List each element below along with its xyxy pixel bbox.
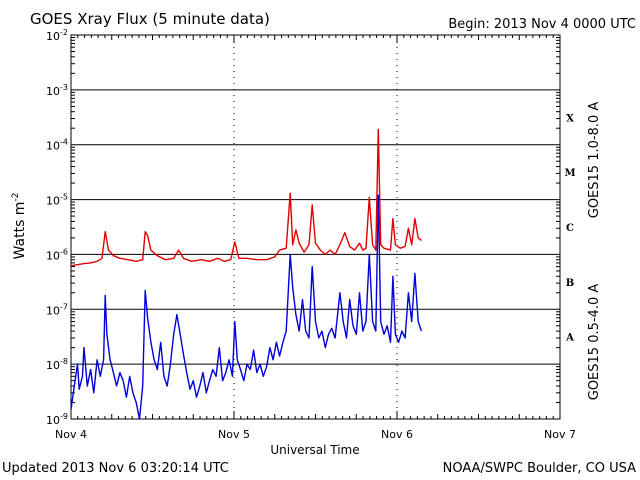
- flare-class-labels: A B C M X: [564, 113, 575, 343]
- flare-class-m: M: [564, 168, 575, 179]
- updated-timestamp: Updated 2013 Nov 6 03:20:14 UTC: [2, 461, 229, 476]
- series-lines: [70, 128, 423, 420]
- begin-date: Begin: 2013 Nov 4 0000 UTC: [448, 17, 636, 32]
- y-tick-label: 10-3: [46, 83, 68, 98]
- flare-class-b: B: [566, 278, 574, 289]
- y-tick-label: 10-2: [46, 28, 68, 43]
- legend-long-channel: GOES15 1.0-8.0 A: [587, 102, 602, 219]
- grid-lines: [71, 37, 560, 403]
- flare-class-a: A: [565, 333, 574, 344]
- x-tick-label: Nov 5: [218, 428, 250, 441]
- source-credit: NOAA/SWPC Boulder, CO USA: [443, 461, 636, 476]
- y-tick-label: 10-5: [46, 193, 68, 208]
- x-minor-ticks: [70, 35, 561, 419]
- y-tick-label: 10-7: [46, 302, 68, 317]
- series-line-short: [70, 194, 423, 420]
- flare-class-x: X: [566, 113, 574, 124]
- series-line-long: [70, 128, 422, 267]
- flare-class-c: C: [566, 223, 574, 234]
- y-tick-label: 10-9: [46, 412, 68, 427]
- y-tick-label: 10-6: [46, 247, 68, 262]
- y-tick-labels: 10-9 10-8 10-7 10-6 10-5 10-4 10-3 10-2: [46, 28, 68, 427]
- x-tick-labels: Nov 4 Nov 5 Nov 6 Nov 7: [55, 428, 576, 441]
- y-axis-title: Watts m-2: [11, 193, 28, 260]
- plot-frame: [70, 34, 561, 420]
- chart-title: GOES Xray Flux (5 minute data): [30, 10, 270, 28]
- legend-short-channel: GOES15 0.5-4.0 A: [587, 284, 602, 401]
- x-tick-label: Nov 4: [55, 428, 87, 441]
- y-tick-label: 10-8: [46, 357, 68, 372]
- x-tick-label: Nov 6: [381, 428, 413, 441]
- x-axis-title: Universal Time: [270, 443, 359, 457]
- x-tick-label: Nov 7: [544, 428, 576, 441]
- y-tick-label: 10-4: [46, 138, 68, 153]
